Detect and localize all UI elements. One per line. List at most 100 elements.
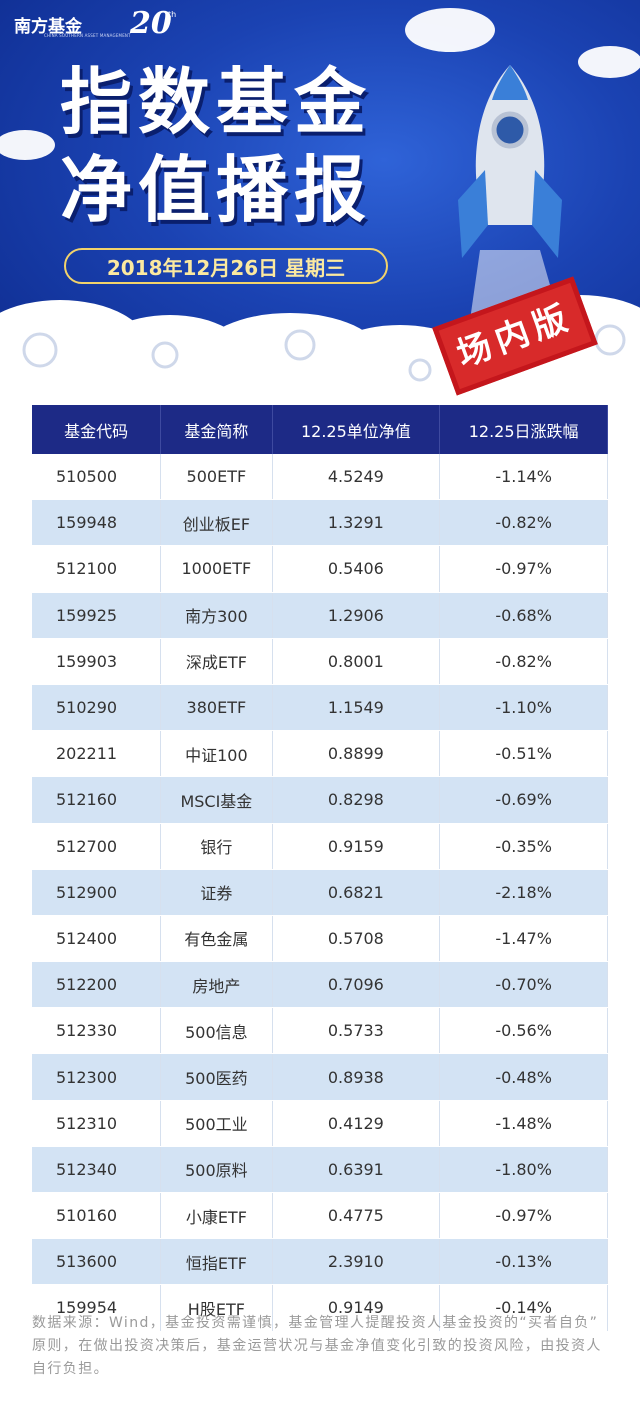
table-cell: 有色金属 bbox=[160, 915, 273, 963]
table-cell: 159948 bbox=[32, 499, 162, 547]
table-cell: 0.5708 bbox=[272, 915, 441, 963]
table-cell: -0.70% bbox=[439, 961, 608, 1009]
table-cell: 中证100 bbox=[160, 730, 273, 778]
table-cell: 510500 bbox=[32, 454, 162, 501]
table-cell: -2.18% bbox=[439, 869, 608, 916]
table-cell: -1.14% bbox=[439, 454, 608, 501]
table-cell: 1.2906 bbox=[272, 592, 441, 639]
table-cell: 4.5249 bbox=[272, 454, 441, 501]
table-cell: 512160 bbox=[32, 776, 162, 824]
table-cell: 512310 bbox=[32, 1100, 162, 1147]
table-cell: 380ETF bbox=[160, 684, 273, 732]
table-cell: 512200 bbox=[32, 961, 162, 1009]
column-header: 基金简称 bbox=[160, 405, 273, 454]
table-cell: -0.97% bbox=[439, 545, 608, 593]
table-cell: 512300 bbox=[32, 1053, 162, 1101]
table-cell: 500原料 bbox=[160, 1146, 273, 1194]
table-cell: 1.1549 bbox=[272, 684, 441, 732]
table-cell: 房地产 bbox=[160, 961, 273, 1009]
table-cell: -0.82% bbox=[439, 638, 608, 685]
table-row: 510160 小康ETF 0.4775 -0.97% bbox=[32, 1192, 608, 1240]
table-cell: 512900 bbox=[32, 869, 162, 916]
title: 指数基金 bbox=[60, 60, 373, 144]
table-row: 512900 证券 0.6821 -2.18% bbox=[32, 869, 608, 916]
anniversary-suffix: th bbox=[168, 10, 177, 19]
table-cell: 银行 bbox=[160, 823, 273, 870]
table-cell: MSCI基金 bbox=[160, 776, 273, 824]
table-cell: 0.5406 bbox=[272, 545, 441, 593]
table-row: 512400 有色金属 0.5708 -1.47% bbox=[32, 915, 608, 963]
table-cell: -0.35% bbox=[439, 823, 608, 870]
table-cell: 0.4129 bbox=[272, 1100, 441, 1147]
table-row: 512160 MSCI基金 0.8298 -0.69% bbox=[32, 776, 608, 824]
table-cell: -0.82% bbox=[439, 499, 608, 547]
table-cell: 0.8298 bbox=[272, 776, 441, 824]
table-cell: -1.48% bbox=[439, 1100, 608, 1147]
table-cell: 深成ETF bbox=[160, 638, 273, 685]
table-row: 159903 深成ETF 0.8001 -0.82% bbox=[32, 638, 608, 685]
header-row: 基金代码 基金简称 12.25单位净值 12.25日涨跌幅 bbox=[32, 405, 608, 454]
table-cell: 证券 bbox=[160, 869, 273, 916]
column-header: 12.25日涨跌幅 bbox=[439, 405, 608, 454]
table-cell: -0.97% bbox=[439, 1192, 608, 1240]
table-cell: -0.69% bbox=[439, 776, 608, 824]
table-cell: 512400 bbox=[32, 915, 162, 963]
table-cell: -1.80% bbox=[439, 1146, 608, 1194]
column-header: 12.25单位净值 bbox=[272, 405, 441, 454]
table-cell: 159903 bbox=[32, 638, 162, 685]
table-cell: -1.47% bbox=[439, 915, 608, 963]
table-cell: 1000ETF bbox=[160, 545, 273, 593]
column-header: 基金代码 bbox=[32, 405, 162, 454]
table-cell: 512330 bbox=[32, 1007, 162, 1055]
table-row: 512310 500工业 0.4129 -1.48% bbox=[32, 1100, 608, 1147]
title: 净值播报 bbox=[60, 148, 373, 232]
table-row: 159954 H股ETF 0.9149 -0.14% bbox=[32, 1284, 608, 1332]
footnote: 数据来源：Wind，基金投资需谨慎，基金管理人提醒投资人基金投资的“买者自负”原… bbox=[32, 1315, 602, 1377]
table-cell: 0.9159 bbox=[272, 823, 441, 870]
table-cell: 159954 bbox=[32, 1284, 162, 1332]
rocket bbox=[458, 65, 562, 320]
table-row: 513600 恒指ETF 2.3910 -0.13% bbox=[32, 1238, 608, 1286]
table-body: 510500 500ETF 4.5249 -1.14% 159948 创业板EF 1.329… bbox=[32, 454, 608, 1332]
table-cell: 0.6821 bbox=[272, 869, 441, 916]
table-cell: -0.48% bbox=[439, 1053, 608, 1101]
table-cell: -0.68% bbox=[439, 592, 608, 639]
table-cell: 小康ETF bbox=[160, 1192, 273, 1240]
table-cell: 0.8899 bbox=[272, 730, 441, 778]
table-cell: 0.6391 bbox=[272, 1146, 441, 1194]
table-cell: -1.10% bbox=[439, 684, 608, 732]
table-cell: 0.4775 bbox=[272, 1192, 441, 1240]
header: 南方基金 CHINA SOUTHERN ASSET MANAGEMENT 20 … bbox=[0, 0, 640, 400]
table-cell: 2.3910 bbox=[272, 1238, 441, 1286]
table-cell: 0.9149 bbox=[272, 1284, 441, 1332]
table-cell: 500工业 bbox=[160, 1100, 273, 1147]
date: 2018年12月26日 星期三 bbox=[64, 248, 388, 284]
table-cell: 1.3291 bbox=[272, 499, 441, 547]
table-cell: 0.8001 bbox=[272, 638, 441, 685]
logo-text: 南方基金 bbox=[14, 17, 82, 37]
table-row: 159948 创业板EF 1.3291 -0.82% bbox=[32, 499, 608, 547]
table-cell: 512340 bbox=[32, 1146, 162, 1194]
table-cell: H股ETF bbox=[160, 1284, 273, 1332]
table-cell: -0.51% bbox=[439, 730, 608, 778]
table-cell: 500信息 bbox=[160, 1007, 273, 1055]
table-cell: 0.8938 bbox=[272, 1053, 441, 1101]
table-cell: 512100 bbox=[32, 545, 162, 593]
table-cell: 500医药 bbox=[160, 1053, 273, 1101]
logo-english: CHINA SOUTHERN ASSET MANAGEMENT bbox=[44, 33, 131, 38]
table-row: 512700 银行 0.9159 -0.35% bbox=[32, 823, 608, 870]
table-cell: 512700 bbox=[32, 823, 162, 870]
table-row: 512330 500信息 0.5733 -0.56% bbox=[32, 1007, 608, 1055]
table-cell: 南方300 bbox=[160, 592, 273, 639]
table-cell: 0.5733 bbox=[272, 1007, 441, 1055]
table-cell: 510160 bbox=[32, 1192, 162, 1240]
table-row: 512340 500原料 0.6391 -1.80% bbox=[32, 1146, 608, 1194]
table-row: 510500 500ETF 4.5249 -1.14% bbox=[32, 454, 608, 501]
table-row: 512300 500医药 0.8938 -0.48% bbox=[32, 1053, 608, 1101]
table-cell: 0.7096 bbox=[272, 961, 441, 1009]
table-row: 510290 380ETF 1.1549 -1.10% bbox=[32, 684, 608, 732]
table-cell: 202211 bbox=[32, 730, 162, 778]
table-cell: -0.56% bbox=[439, 1007, 608, 1055]
table-row: 512100 1000ETF 0.5406 -0.97% bbox=[32, 545, 608, 593]
